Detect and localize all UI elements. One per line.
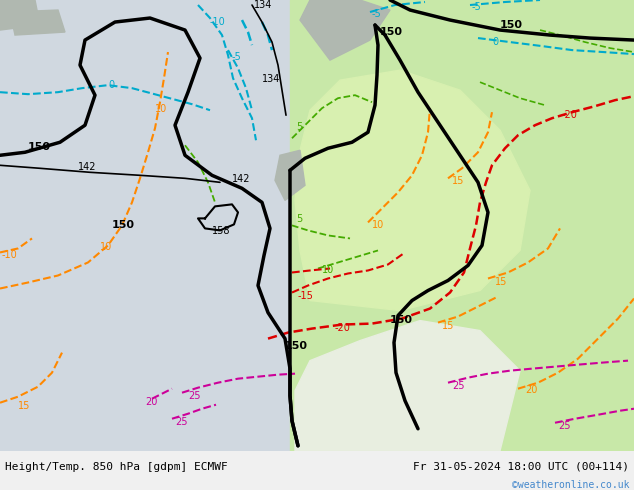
Polygon shape (0, 0, 40, 30)
Text: Fr 31-05-2024 18:00 UTC (00+114): Fr 31-05-2024 18:00 UTC (00+114) (413, 462, 629, 472)
Text: 150: 150 (285, 341, 308, 351)
Text: -20: -20 (335, 322, 351, 333)
Text: 10: 10 (322, 266, 334, 275)
Text: ©weatheronline.co.uk: ©weatheronline.co.uk (512, 480, 629, 490)
Text: 134: 134 (254, 0, 273, 10)
Text: 20: 20 (525, 385, 538, 395)
Text: 15: 15 (452, 176, 464, 186)
Polygon shape (0, 0, 290, 451)
Text: 142: 142 (78, 162, 96, 172)
Text: -5: -5 (232, 52, 242, 62)
Text: -10: -10 (210, 17, 226, 27)
Text: -5: -5 (372, 9, 382, 19)
Text: 25: 25 (452, 381, 465, 391)
Text: 134: 134 (262, 74, 280, 84)
Polygon shape (295, 70, 530, 311)
Polygon shape (290, 0, 634, 451)
Text: -20: -20 (562, 110, 578, 120)
Text: 150: 150 (112, 220, 135, 230)
Text: 25: 25 (188, 391, 200, 401)
Text: 158: 158 (212, 226, 231, 236)
Text: 5: 5 (296, 122, 302, 132)
Text: 150: 150 (28, 142, 51, 152)
Text: 15: 15 (495, 276, 507, 287)
Text: 0: 0 (108, 80, 114, 90)
Text: 10: 10 (100, 243, 112, 252)
Text: 150: 150 (500, 20, 523, 30)
Polygon shape (10, 10, 65, 35)
Text: 15: 15 (18, 401, 30, 411)
Polygon shape (275, 150, 305, 200)
Text: Height/Temp. 850 hPa [gdpm] ECMWF: Height/Temp. 850 hPa [gdpm] ECMWF (5, 462, 228, 472)
Text: 15: 15 (442, 320, 455, 331)
Text: 150: 150 (380, 27, 403, 37)
Text: 0: 0 (492, 37, 498, 47)
Text: 25: 25 (175, 417, 188, 427)
Text: 25: 25 (558, 421, 571, 431)
Text: 10: 10 (372, 220, 384, 230)
Text: 5: 5 (296, 215, 302, 224)
Text: -10: -10 (2, 250, 18, 261)
Text: 20: 20 (145, 397, 157, 407)
Text: 150: 150 (390, 315, 413, 324)
Text: 10: 10 (155, 104, 167, 114)
Text: -15: -15 (298, 291, 314, 300)
Polygon shape (300, 0, 390, 60)
Text: 142: 142 (232, 174, 250, 184)
Text: -5: -5 (472, 2, 482, 12)
Polygon shape (295, 320, 520, 451)
